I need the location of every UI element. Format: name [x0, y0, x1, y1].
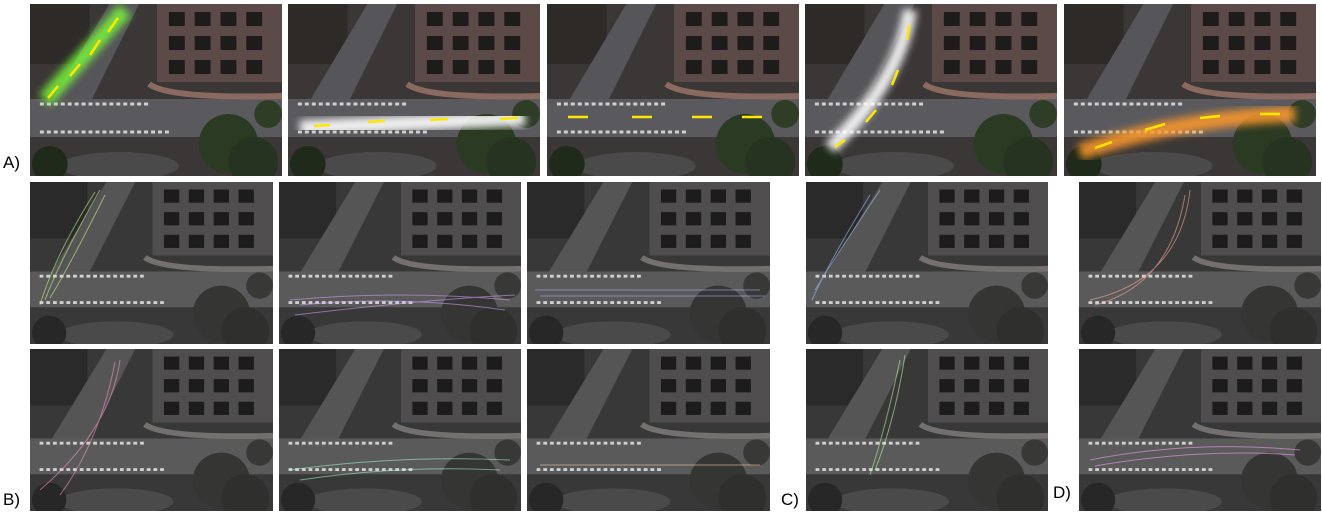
panel-label: C): [781, 490, 799, 509]
page: A) B) C) D) (() => { const data = JSON.p…: [0, 0, 1322, 512]
panel-label: D): [1053, 483, 1071, 502]
panel-label: A): [3, 153, 20, 172]
rows-bcd: [30, 182, 1321, 512]
figure: A) B) C) D): [0, 0, 1322, 512]
panel-label: B): [3, 490, 20, 509]
row-a: [30, 4, 1316, 187]
